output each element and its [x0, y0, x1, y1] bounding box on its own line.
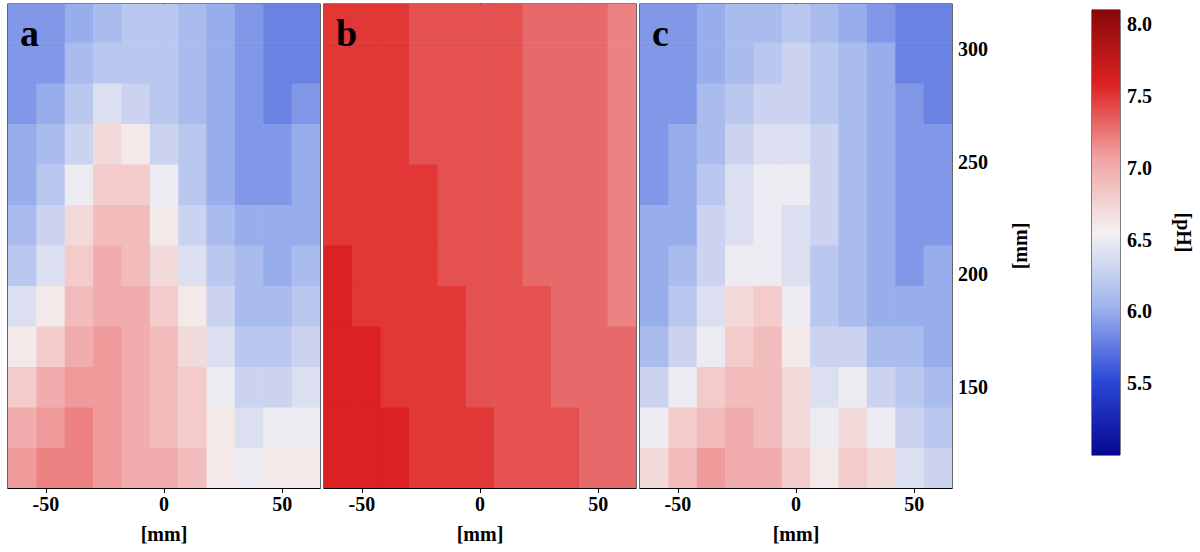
svg-text:7.0: 7.0 — [1127, 157, 1152, 179]
svg-text:a: a — [20, 12, 39, 54]
svg-text:-50: -50 — [664, 493, 691, 515]
svg-text:[mm]: [mm] — [141, 523, 188, 545]
svg-text:5.5: 5.5 — [1127, 372, 1152, 394]
svg-text:[mm]: [mm] — [773, 523, 820, 545]
svg-text:0: 0 — [475, 493, 485, 515]
svg-text:6.0: 6.0 — [1127, 300, 1152, 322]
svg-text:150: 150 — [958, 376, 988, 398]
svg-text:0: 0 — [159, 493, 169, 515]
svg-text:b: b — [336, 12, 357, 54]
svg-text:50: 50 — [904, 493, 924, 515]
svg-text:0: 0 — [791, 493, 801, 515]
svg-text:c: c — [652, 12, 669, 54]
svg-text:8.0: 8.0 — [1127, 13, 1152, 35]
svg-text:7.5: 7.5 — [1127, 85, 1152, 107]
svg-text:300: 300 — [958, 38, 988, 60]
svg-text:250: 250 — [958, 151, 988, 173]
svg-text:-50: -50 — [348, 493, 375, 515]
svg-text:[mm]: [mm] — [457, 523, 504, 545]
svg-text:[mm]: [mm] — [1009, 223, 1031, 270]
svg-text:-50: -50 — [32, 493, 59, 515]
svg-text:[pH]: [pH] — [1172, 213, 1195, 253]
svg-text:50: 50 — [588, 493, 608, 515]
svg-text:50: 50 — [272, 493, 292, 515]
svg-text:200: 200 — [958, 263, 988, 285]
svg-text:6.5: 6.5 — [1127, 229, 1152, 251]
